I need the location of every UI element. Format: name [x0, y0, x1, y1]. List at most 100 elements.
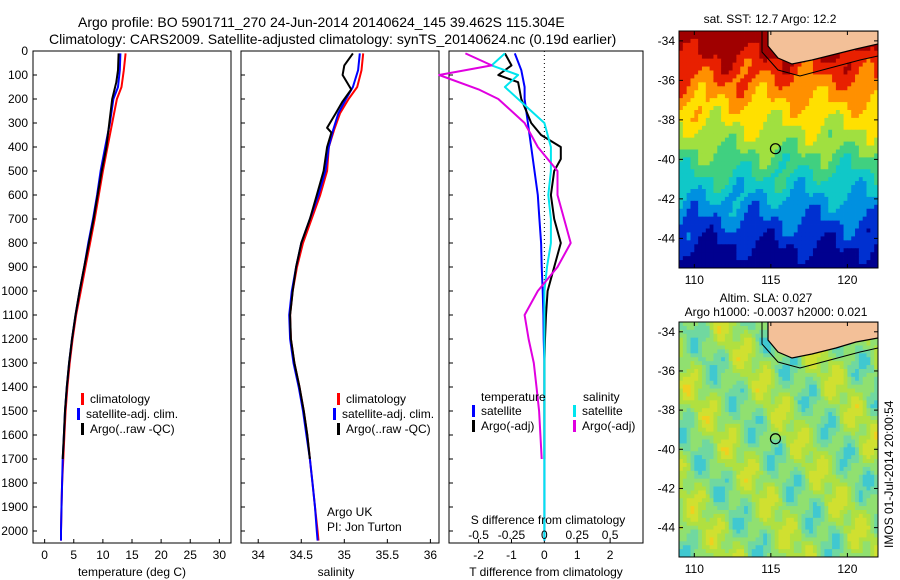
map-cell: [801, 408, 806, 413]
map-cell: [694, 212, 699, 218]
map-cell: [793, 133, 799, 139]
map-cell: [751, 357, 756, 362]
map-cell: [870, 129, 875, 135]
map-cell: [736, 34, 741, 40]
map-cell: [820, 149, 825, 154]
map-cell: [679, 228, 684, 233]
map-cell: [770, 260, 776, 265]
map-cell: [763, 98, 768, 103]
map-cell: [778, 106, 783, 111]
map-cell: [809, 384, 814, 389]
map-cell: [724, 337, 730, 342]
map-cell: [767, 62, 772, 67]
map-cell: [744, 94, 749, 99]
map-cell: [701, 169, 707, 174]
map-cell: [774, 392, 779, 397]
map-cell: [778, 137, 783, 142]
map-cell: [744, 70, 749, 75]
map-cell: [870, 419, 875, 425]
map-cell: [728, 435, 733, 440]
map-cell: [774, 361, 779, 366]
map-cell: [736, 244, 741, 249]
map-cell: [744, 345, 749, 350]
map-cell: [778, 70, 783, 75]
map-cell: [686, 157, 691, 162]
map-cell: [682, 329, 688, 335]
map-cell: [690, 256, 695, 261]
map-cell: [774, 177, 779, 182]
map-cell: [682, 325, 688, 331]
map-cell: [728, 54, 733, 60]
sla-heatmap: [679, 322, 878, 557]
map-cell: [767, 357, 772, 362]
map-cell: [717, 423, 722, 429]
map-cell: [809, 157, 814, 162]
map-cell: [763, 110, 768, 115]
map-cell: [805, 427, 810, 433]
map-cell: [767, 260, 772, 265]
map-cell: [862, 264, 867, 268]
map-cell: [870, 117, 875, 123]
map-cell: [793, 256, 799, 261]
map-cell: [866, 388, 871, 393]
map-cell: [759, 121, 764, 127]
map-cell: [698, 34, 703, 40]
map-cell: [709, 129, 714, 135]
map-cell: [740, 349, 745, 354]
map-cell: [847, 228, 852, 233]
map-cell: [770, 236, 776, 241]
map-cell: [736, 137, 741, 142]
map-cell: [782, 216, 787, 221]
map-cell: [679, 31, 684, 36]
map-cell: [862, 90, 867, 95]
map-cell: [744, 62, 749, 67]
map-cell: [728, 102, 733, 107]
map-cell: [732, 121, 737, 127]
map-cell: [736, 157, 741, 162]
map-cell: [855, 232, 860, 237]
map-cell: [862, 252, 867, 257]
map-cell: [866, 224, 871, 229]
map-cell: [862, 208, 867, 214]
map-cell: [862, 86, 867, 91]
map-cell: [862, 145, 867, 150]
map-cell: [736, 165, 741, 170]
map-cell: [759, 200, 764, 206]
map-cell: [690, 74, 695, 79]
map-cell: [786, 66, 791, 71]
map-cell: [709, 34, 714, 40]
map-cell: [694, 173, 699, 178]
map-cell: [717, 86, 722, 91]
map-cell: [724, 252, 730, 257]
map-cell: [682, 94, 688, 99]
map-cell: [755, 384, 760, 389]
map-cell: [686, 337, 691, 342]
map-cell: [786, 264, 791, 268]
map-cell: [759, 169, 764, 174]
map-cell: [763, 361, 768, 366]
map-cell: [809, 369, 814, 374]
map-cell: [774, 204, 779, 210]
map-cell: [828, 110, 833, 115]
map-cell: [701, 439, 707, 444]
map-cell: [690, 380, 695, 386]
map-cell: [705, 228, 711, 233]
map-cell: [736, 353, 741, 358]
map-cell: [816, 388, 821, 393]
map-cell: [755, 145, 760, 150]
map-cell: [801, 200, 806, 206]
map-cell: [690, 204, 695, 210]
map-cell: [832, 121, 837, 127]
map-cell: [701, 113, 707, 119]
map-cell: [682, 256, 688, 261]
map-cell: [789, 236, 795, 241]
map-cell: [835, 189, 841, 194]
map-cell: [732, 220, 737, 225]
map-cell: [805, 260, 810, 265]
map-cell: [740, 133, 745, 139]
map-cell: [870, 408, 875, 413]
map-cell: [747, 161, 753, 166]
map-cell: [755, 236, 760, 241]
map-cell: [763, 204, 768, 210]
map-cell: [851, 345, 856, 350]
